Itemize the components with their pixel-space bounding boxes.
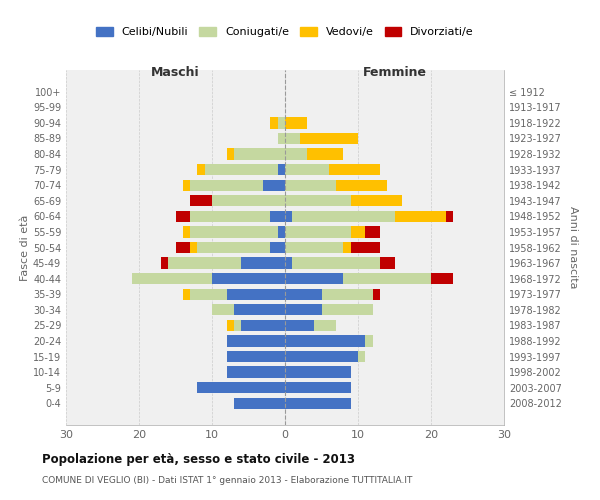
Bar (241, 320, 285, 331)
Bar (205, 164, 278, 175)
Bar (234, 148, 285, 160)
Bar (285, 336, 365, 346)
Bar (234, 304, 285, 316)
Bar (343, 242, 350, 253)
Bar (227, 366, 285, 378)
Bar (365, 226, 380, 237)
Bar (307, 148, 343, 160)
Bar (278, 164, 285, 175)
Bar (227, 288, 285, 300)
Bar (314, 320, 336, 331)
Bar (278, 133, 285, 144)
Bar (197, 164, 205, 175)
Bar (285, 133, 299, 144)
Bar (176, 210, 190, 222)
Bar (271, 210, 285, 222)
Bar (271, 242, 285, 253)
Bar (197, 382, 285, 394)
Bar (285, 273, 343, 284)
Bar (212, 273, 285, 284)
Bar (183, 180, 190, 191)
Bar (285, 118, 307, 128)
Bar (292, 258, 380, 268)
Bar (350, 195, 402, 206)
Bar (227, 320, 234, 331)
Bar (299, 133, 358, 144)
Bar (329, 164, 380, 175)
Bar (190, 288, 227, 300)
Bar (285, 288, 322, 300)
Bar (190, 226, 278, 237)
Bar (190, 242, 197, 253)
Text: Maschi: Maschi (151, 66, 200, 80)
Legend: Celibi/Nubili, Coniugati/e, Vedovi/e, Divorziati/e: Celibi/Nubili, Coniugati/e, Vedovi/e, Di… (92, 22, 478, 42)
Bar (380, 258, 395, 268)
Bar (197, 242, 271, 253)
Bar (343, 273, 431, 284)
Bar (168, 258, 241, 268)
Bar (285, 226, 350, 237)
Bar (227, 148, 234, 160)
Text: Popolazione per età, sesso e stato civile - 2013: Popolazione per età, sesso e stato civil… (42, 452, 355, 466)
Bar (395, 210, 446, 222)
Y-axis label: Anni di nascita: Anni di nascita (568, 206, 578, 289)
Bar (212, 304, 234, 316)
Bar (285, 195, 350, 206)
Bar (322, 304, 373, 316)
Bar (322, 288, 373, 300)
Bar (285, 164, 329, 175)
Bar (373, 288, 380, 300)
Bar (285, 366, 350, 378)
Bar (227, 351, 285, 362)
Bar (241, 258, 285, 268)
Bar (292, 210, 395, 222)
Bar (350, 242, 380, 253)
Bar (271, 118, 278, 128)
Bar (190, 180, 263, 191)
Bar (176, 242, 190, 253)
Bar (285, 210, 292, 222)
Bar (285, 242, 343, 253)
Bar (350, 226, 365, 237)
Bar (190, 195, 212, 206)
Bar (365, 336, 373, 346)
Bar (132, 273, 212, 284)
Bar (161, 258, 168, 268)
Bar (227, 336, 285, 346)
Bar (285, 148, 307, 160)
Bar (285, 320, 314, 331)
Bar (285, 351, 358, 362)
Bar (446, 210, 453, 222)
Bar (183, 288, 190, 300)
Bar (234, 398, 285, 409)
Bar (285, 180, 336, 191)
Bar (431, 273, 453, 284)
Bar (358, 351, 365, 362)
Bar (234, 320, 241, 331)
Text: COMUNE DI VEGLIO (BI) - Dati ISTAT 1° gennaio 2013 - Elaborazione TUTTITALIA.IT: COMUNE DI VEGLIO (BI) - Dati ISTAT 1° ge… (42, 476, 412, 485)
Bar (285, 382, 350, 394)
Bar (278, 226, 285, 237)
Bar (285, 398, 350, 409)
Bar (212, 195, 285, 206)
Bar (278, 118, 285, 128)
Text: Femmine: Femmine (362, 66, 427, 80)
Bar (285, 304, 322, 316)
Bar (190, 210, 271, 222)
Bar (263, 180, 285, 191)
Bar (336, 180, 387, 191)
Bar (285, 258, 292, 268)
Y-axis label: Fasce di età: Fasce di età (20, 214, 30, 280)
Bar (183, 226, 190, 237)
